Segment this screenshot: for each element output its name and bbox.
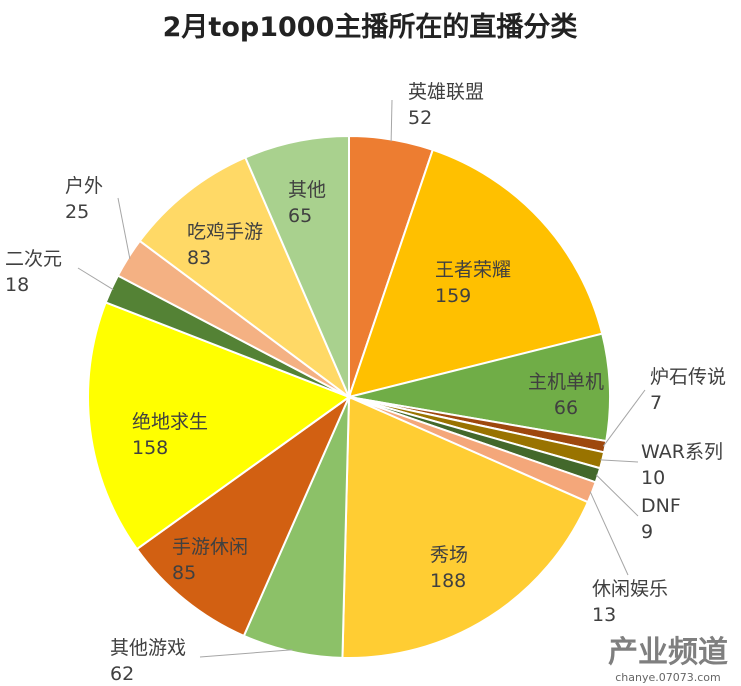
- slice-label: WAR系列: [641, 441, 723, 463]
- watermark-url: chanye.07073.com: [615, 671, 721, 684]
- leader-line: [77, 267, 114, 291]
- slice-label: 手游休闲: [172, 536, 248, 558]
- watermark-title: 产业频道: [608, 635, 728, 670]
- slice-value: 188: [430, 570, 466, 592]
- pie: [87, 134, 611, 659]
- slice-label: 英雄联盟: [408, 81, 484, 103]
- slice-value: 52: [408, 107, 432, 129]
- pie-slice: [348, 332, 611, 443]
- slice-value: 65: [288, 205, 312, 227]
- slice-label: 其他: [288, 179, 326, 201]
- pie-slice: [347, 148, 604, 399]
- slice-value: 83: [187, 247, 211, 269]
- labels: 英雄联盟 52 王者荣耀 159 主机单机 66 炉石传说 7 WAR系列 10 DNF 9 休闲娱乐 1…: [5, 81, 726, 685]
- pie-slice: [341, 395, 590, 659]
- slice-value: 62: [110, 663, 134, 685]
- slice-value: 66: [554, 397, 578, 419]
- slice-label: 户外: [65, 175, 103, 197]
- leader-line: [589, 491, 629, 576]
- slice-label: 其他游戏: [110, 637, 186, 659]
- leader-line: [595, 474, 639, 517]
- pie-slice: [135, 394, 352, 638]
- slice-value: 18: [5, 274, 29, 296]
- slice-label: 休闲娱乐: [592, 578, 668, 600]
- slice-value: 10: [641, 467, 665, 489]
- leader-line: [602, 389, 646, 447]
- slice-label: 主机单机: [528, 371, 604, 393]
- slice-label: 吃鸡手游: [187, 221, 263, 243]
- slice-value: 25: [65, 201, 89, 223]
- slice-label: 秀场: [430, 544, 468, 566]
- slice-value: 159: [435, 285, 471, 307]
- pie-slice: [87, 301, 352, 551]
- slice-value: 9: [641, 521, 653, 543]
- leader-line: [600, 459, 639, 463]
- slice-value: 85: [172, 562, 196, 584]
- slice-label: 二次元: [5, 248, 62, 270]
- slice-label: 绝地求生: [132, 411, 208, 433]
- chart-title: 2月top1000主播所在的直播分类: [163, 11, 578, 43]
- slice-label: 炉石传说: [650, 366, 726, 388]
- leader-line: [199, 649, 293, 658]
- slice-value: 13: [592, 604, 616, 626]
- slice-value: 158: [132, 437, 168, 459]
- pie-slice: [138, 156, 352, 401]
- slice-label: DNF: [641, 495, 681, 517]
- pie-slice: [244, 134, 350, 398]
- slice-label: 王者荣耀: [435, 259, 511, 281]
- leader-line: [390, 99, 393, 142]
- leader-line: [117, 197, 131, 260]
- slice-value: 7: [650, 392, 662, 414]
